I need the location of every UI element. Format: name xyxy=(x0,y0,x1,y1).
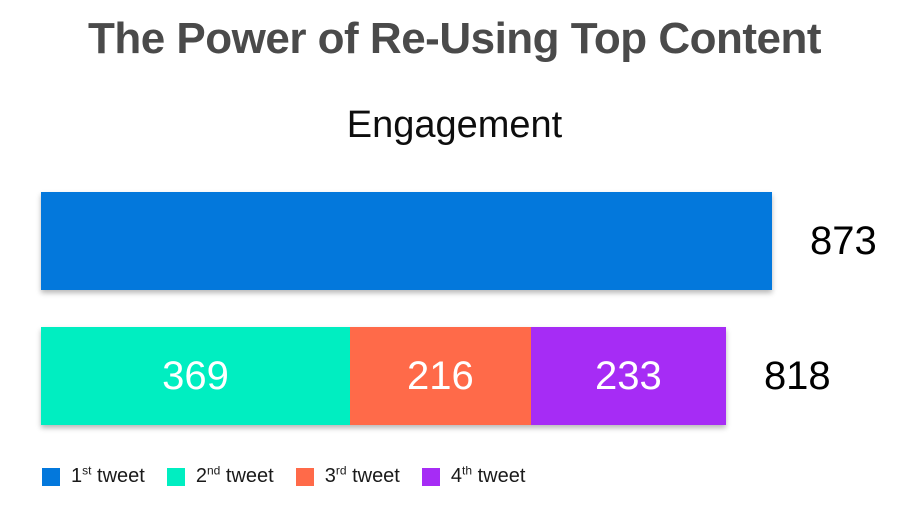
stacked-bar xyxy=(41,192,772,290)
plot-area: 873 369 216 233 818 xyxy=(41,192,877,425)
bar-total-label: 873 xyxy=(810,218,877,263)
bar-1st-tweet: 873 xyxy=(41,192,877,290)
legend-ordinal-suffix: rd xyxy=(335,463,347,478)
legend-item-4th-tweet: 4th tweet xyxy=(421,463,526,488)
legend-item-label: 2nd tweet xyxy=(195,463,274,488)
legend-word: tweet xyxy=(352,465,400,487)
legend-item-3rd-tweet: 3rd tweet xyxy=(295,463,400,488)
bar-segment-1st-tweet xyxy=(41,192,772,290)
segment-value-label: 233 xyxy=(595,353,662,398)
bar-segment-2nd-tweet: 369 xyxy=(41,327,350,425)
legend-ordinal-suffix: nd xyxy=(206,463,221,478)
legend-item-label: 3rd tweet xyxy=(324,463,400,488)
stacked-bar: 369 216 233 xyxy=(41,327,726,425)
legend-word: tweet xyxy=(477,465,526,487)
bar-reused-tweets: 369 216 233 818 xyxy=(41,327,831,425)
legend-item-label: 1st tweet xyxy=(71,463,145,488)
legend-swatch-icon xyxy=(42,467,60,486)
legend-ordinal-suffix: st xyxy=(82,463,92,478)
bar-segment-3rd-tweet: 216 xyxy=(349,327,531,425)
legend-swatch-icon xyxy=(295,467,314,486)
legend-ordinal-number: 3 xyxy=(324,465,336,487)
legend-word: tweet xyxy=(225,465,274,487)
chart-subtitle: Engagement xyxy=(346,104,563,146)
legend-ordinal-number: 2 xyxy=(195,465,207,487)
legend-item-label: 4th tweet xyxy=(450,463,526,488)
legend-swatch-icon xyxy=(166,467,185,486)
legend-ordinal-number: 4 xyxy=(450,465,462,487)
legend-ordinal-number: 1 xyxy=(71,465,83,487)
legend: 1st tweet 2nd tweet 3rd tweet 4th tweet xyxy=(42,463,526,488)
bar-total-label: 818 xyxy=(763,353,831,398)
legend-swatch-icon xyxy=(421,467,440,486)
legend-item-2nd-tweet: 2nd tweet xyxy=(166,463,274,488)
legend-item-1st-tweet: 1st tweet xyxy=(42,463,145,488)
segment-value-label: 216 xyxy=(407,353,474,398)
legend-word: tweet xyxy=(97,465,145,487)
segment-value-label: 369 xyxy=(162,353,229,398)
legend-ordinal-suffix: th xyxy=(462,463,473,478)
chart-title: The Power of Re-Using Top Content xyxy=(87,14,822,63)
bar-segment-4th-tweet: 233 xyxy=(530,327,726,425)
